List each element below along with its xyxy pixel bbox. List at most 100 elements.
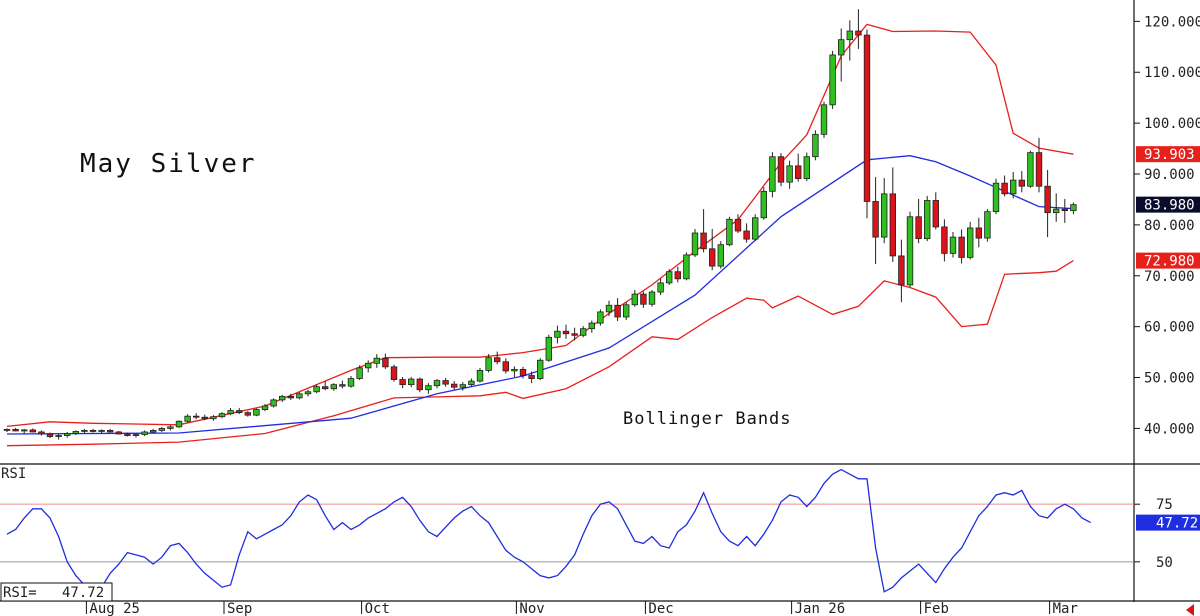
candle-body <box>992 182 1000 213</box>
candle-body <box>107 430 114 433</box>
candle <box>1061 198 1068 223</box>
candle-body <box>29 429 36 433</box>
candle-body <box>227 410 234 415</box>
candle <box>115 430 122 435</box>
candle-body <box>906 216 914 286</box>
candle-body <box>863 34 871 202</box>
candle-body <box>235 410 243 414</box>
candle-body <box>442 380 449 385</box>
candle <box>98 429 105 434</box>
candle-body <box>717 244 724 267</box>
price-value-tag-label: 83.980 <box>1144 198 1195 214</box>
candle-body <box>12 429 19 432</box>
candle <box>364 360 372 373</box>
candle <box>967 221 974 260</box>
candle <box>855 9 862 49</box>
candle-body <box>141 431 148 435</box>
candle-body <box>597 311 604 324</box>
candle <box>55 433 62 440</box>
scroll-left-arrow-icon[interactable] <box>1186 604 1194 616</box>
candle <box>72 430 79 436</box>
candle-body <box>270 399 277 407</box>
candle <box>485 354 492 373</box>
candle-body <box>691 232 699 256</box>
candle <box>476 367 484 383</box>
candle <box>416 377 423 393</box>
candle <box>872 177 879 265</box>
candle-body <box>752 217 759 240</box>
rsi-panel-title: RSI <box>1 466 26 482</box>
candle-body <box>537 359 544 379</box>
candle <box>623 302 630 321</box>
candle-body <box>932 200 939 228</box>
candle <box>537 358 544 381</box>
candle-body <box>700 232 707 250</box>
candle <box>631 290 638 307</box>
rsi-value-tag-label: 47.72 <box>1156 516 1198 532</box>
candle <box>734 214 742 234</box>
candle-body <box>493 357 501 363</box>
candle <box>545 334 552 362</box>
candle-body <box>967 227 974 258</box>
candle <box>175 420 183 428</box>
candle-body <box>3 429 11 431</box>
price-tick-label: 80.000 <box>1144 218 1195 234</box>
price-tick-label: 100.000 <box>1144 116 1200 132</box>
candle <box>588 320 595 333</box>
candle-body <box>476 369 484 382</box>
candle-body <box>192 415 200 418</box>
price-value-tag-label: 72.980 <box>1144 254 1195 270</box>
candle <box>949 232 957 258</box>
price-value-tag <box>1136 146 1200 163</box>
price-axis: 40.000 50.000 60.000 70.000 80.000 90.000 100.… <box>1134 14 1200 437</box>
candle <box>820 101 828 138</box>
candle <box>192 413 200 420</box>
candle <box>253 408 260 417</box>
candle-body <box>709 248 716 267</box>
price-tick-label: 110.000 <box>1144 65 1200 81</box>
candle-body <box>1001 182 1008 195</box>
candle <box>1018 170 1025 193</box>
candle <box>442 378 449 387</box>
candle <box>38 430 45 436</box>
candle <box>158 426 165 432</box>
candle <box>597 309 604 326</box>
price-tick-label: 90.000 <box>1144 167 1195 183</box>
candle <box>700 209 707 253</box>
candle <box>1010 171 1017 199</box>
candle-body <box>1053 208 1060 214</box>
candle <box>433 379 441 389</box>
candle <box>1035 137 1043 193</box>
candle <box>898 239 905 303</box>
candle-body <box>726 218 733 246</box>
candle <box>562 324 570 339</box>
candle <box>218 412 226 419</box>
candle <box>330 383 337 391</box>
candle-body <box>167 426 174 429</box>
candle-body <box>261 405 269 410</box>
candle <box>356 365 363 381</box>
candle-body <box>390 366 398 380</box>
candle <box>373 354 380 368</box>
candle-body <box>519 368 527 376</box>
candle-body <box>777 156 785 183</box>
candle <box>382 353 389 369</box>
candle-body <box>321 386 329 390</box>
candle-body <box>425 385 432 391</box>
candle-body <box>218 413 226 418</box>
candle <box>399 377 406 389</box>
candle <box>167 425 174 431</box>
candle-body <box>89 430 97 432</box>
candle <box>12 427 19 432</box>
candle-body <box>915 216 922 240</box>
candle-body <box>1070 204 1077 212</box>
candle <box>450 381 458 390</box>
candle <box>459 382 466 391</box>
candle-body <box>244 412 251 416</box>
candle-body <box>38 431 45 435</box>
candle-body <box>55 435 62 437</box>
candle-body <box>20 429 28 432</box>
candle <box>709 228 716 271</box>
candle-body <box>898 255 905 286</box>
